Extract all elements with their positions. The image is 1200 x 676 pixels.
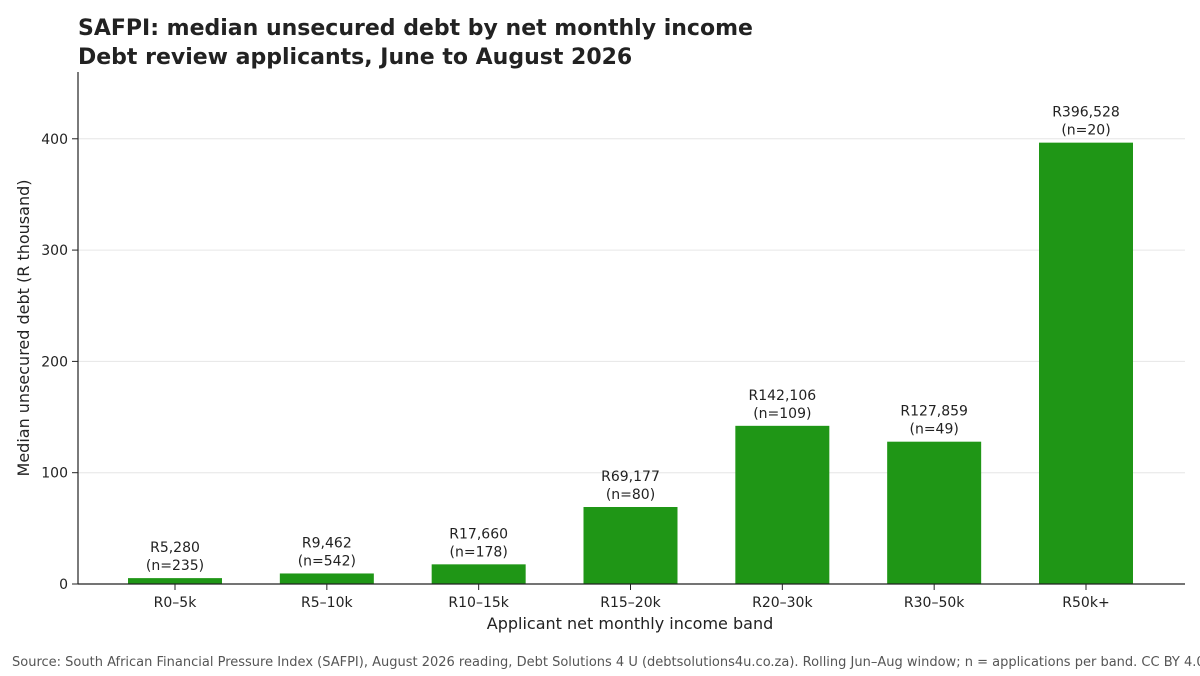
y-axis-label: Median unsecured debt (R thousand) <box>14 180 33 477</box>
y-tick-label: 100 <box>41 466 68 482</box>
x-tick-label: R5–10k <box>301 595 353 611</box>
chart-title-block: SAFPI: median unsecured debt by net mont… <box>78 14 753 72</box>
bar-value-label: R142,106 <box>749 388 817 404</box>
bar-count-label: (n=542) <box>298 553 356 569</box>
data-labels: R5,280 (n=235) R9,462 (n=542) R17,660 (n=178)… <box>146 105 1120 574</box>
bar-value-label: R17,660 <box>449 526 508 542</box>
bar-count-label: (n=178) <box>450 544 508 560</box>
y-tick-label: 400 <box>41 132 68 148</box>
bar-value-label: R127,859 <box>900 404 968 420</box>
bar <box>279 573 374 584</box>
bar <box>735 425 830 584</box>
bars <box>128 142 1133 584</box>
bar-value-label: R396,528 <box>1052 105 1120 121</box>
x-tick-label: R10–15k <box>448 595 509 611</box>
bar <box>887 441 982 584</box>
x-tick-label: R50k+ <box>1062 595 1109 611</box>
axes: 0 100 200 300 400 R0–5k R5–10k R10–15k R15–20k R2… <box>41 72 1185 611</box>
chart-subtitle: Debt review applicants, June to August 2… <box>78 45 633 70</box>
chart-title: SAFPI: median unsecured debt by net mont… <box>78 16 753 41</box>
y-tick-label: 200 <box>41 354 68 370</box>
bar-count-label: (n=20) <box>1061 123 1110 139</box>
x-tick-label: R20–30k <box>752 595 813 611</box>
bar <box>1039 142 1133 584</box>
y-tick-label: 0 <box>59 577 68 593</box>
bar <box>128 578 222 584</box>
x-axis-label: Applicant net monthly income band <box>487 614 773 633</box>
bar-count-label: (n=49) <box>909 422 958 438</box>
bar-count-label: (n=80) <box>606 487 655 503</box>
bar <box>583 507 678 584</box>
bar-value-label: R9,462 <box>302 535 352 551</box>
bar <box>431 564 526 584</box>
bar-count-label: (n=109) <box>753 406 811 422</box>
grid-lines <box>78 138 1185 474</box>
source-note: Source: South African Financial Pressure… <box>12 655 1200 670</box>
y-tick-label: 300 <box>41 243 68 259</box>
x-tick-label: R0–5k <box>154 595 198 611</box>
bar-count-label: (n=235) <box>146 558 204 574</box>
bar-value-label: R69,177 <box>601 469 660 485</box>
x-tick-label: R30–50k <box>904 595 965 611</box>
x-tick-label: R15–20k <box>600 595 661 611</box>
bar-value-label: R5,280 <box>150 540 200 556</box>
